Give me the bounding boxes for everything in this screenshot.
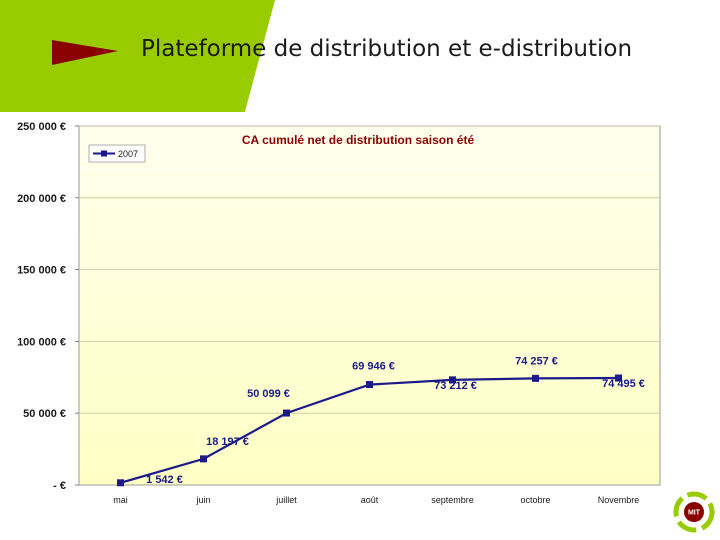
data-label: 1 542 € [146, 474, 183, 486]
y-tick-label: 250 000 € [17, 121, 66, 133]
data-label: 69 946 € [352, 361, 395, 373]
x-tick-label: juin [195, 495, 210, 505]
x-tick-label: septembre [431, 495, 474, 505]
data-label: 50 099 € [247, 388, 290, 400]
data-point [283, 409, 290, 417]
x-tick-label: Novembre [598, 495, 640, 505]
mit-logo: MIT [673, 491, 715, 533]
green-accent-shape [0, 0, 275, 130]
x-tick-labels: mai juin juillet août septembre octobre Novemb… [113, 495, 639, 505]
data-label: 74 257 € [515, 355, 558, 367]
title-arrow-icon [52, 40, 118, 65]
data-point [615, 374, 622, 382]
x-tick-label: août [361, 495, 379, 505]
grid-lines [79, 125, 660, 414]
legend-box [88, 144, 146, 163]
y-tick-label: 200 000 € [17, 193, 66, 205]
logo-ring [673, 491, 715, 533]
x-tick-label: octobre [520, 495, 550, 505]
plot-area [78, 125, 661, 486]
data-point [200, 455, 207, 463]
slide-title: Plateforme de distribution et e-distribu… [141, 36, 633, 62]
y-tick-label: 150 000 € [17, 265, 66, 277]
logo-center [684, 502, 704, 522]
series-2007 [117, 374, 622, 487]
data-point [117, 479, 124, 487]
data-point [449, 376, 456, 384]
data-label: 73 212 € [434, 380, 477, 392]
logo-text: MIT [688, 510, 701, 517]
data-label: 18 197 € [206, 436, 249, 448]
legend: 2007 [88, 144, 146, 163]
x-tick-label: mai [113, 495, 128, 505]
y-tick-label: 50 000 € [23, 408, 66, 420]
chart-title: CA cumulé net de distribution saison été [242, 133, 475, 147]
data-point [532, 374, 539, 382]
data-labels: 1 542 € 18 197 € 50 099 € 69 946 € 73 212 € 7… [146, 355, 645, 485]
data-point [366, 381, 373, 389]
y-tick-label: 100 000 € [17, 336, 66, 348]
x-tick-label: juillet [275, 495, 297, 505]
y-tick-labels: - € 50 000 € 100 000 € 150 000 € 200 000 € 25… [17, 121, 79, 492]
legend-marker [101, 150, 107, 157]
legend-label: 2007 [118, 149, 138, 159]
y-tick-label: - € [53, 480, 66, 492]
data-label: 74 495 € [602, 378, 645, 390]
